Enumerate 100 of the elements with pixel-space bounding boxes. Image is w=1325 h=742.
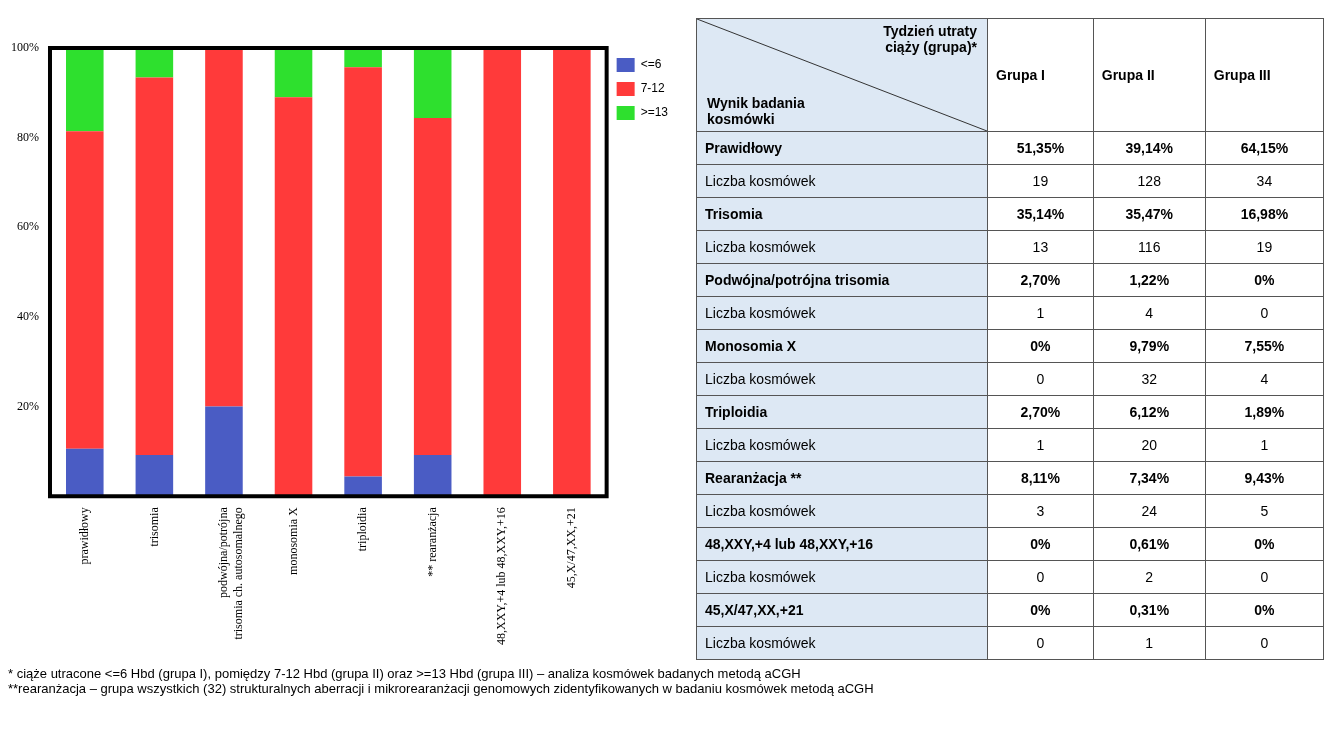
bar xyxy=(135,77,174,455)
text: 6,12% xyxy=(1129,404,1170,420)
text: 19 xyxy=(1256,239,1273,255)
category-label: Liczba kosmówek xyxy=(705,503,816,519)
text: 16,98% xyxy=(1240,206,1289,222)
text: 13 xyxy=(1032,239,1049,255)
text: 0 xyxy=(1260,569,1269,585)
category-label: Triploidia xyxy=(705,404,768,420)
legend-label: <=6 xyxy=(640,57,662,72)
text: 39,14% xyxy=(1125,140,1173,156)
text: 8,11% xyxy=(1020,470,1060,486)
text: 0 xyxy=(1036,635,1045,651)
text: 51,35% xyxy=(1016,140,1065,156)
text: 24 xyxy=(1141,503,1158,519)
legend-label: 7-12 xyxy=(640,81,665,96)
text: 2,70% xyxy=(1020,272,1061,288)
text: **rearanżacja – grupa wszystkich (32) strukturalnych aberracji i mikrorearanżacji genomowych zidentyfikowanych w badaniu kosmówek metodą aCGH xyxy=(8,681,875,696)
text: 0% xyxy=(1254,602,1275,618)
text: 9,43% xyxy=(1244,470,1285,486)
category-label: Prawidłowy xyxy=(705,140,783,156)
category-label: Liczba kosmówek xyxy=(705,569,816,585)
legend-label: >=13 xyxy=(640,105,669,120)
bar xyxy=(483,48,522,497)
x-tick-label: 45,X/47,XX,+21 xyxy=(564,507,578,589)
category-label: Podwójna/potrójna trisomia xyxy=(705,272,890,288)
y-tick-label: 100% xyxy=(11,40,39,55)
text: 34 xyxy=(1256,173,1273,189)
category-label: Liczba kosmówek xyxy=(705,305,816,321)
text: 1 xyxy=(1036,305,1045,321)
text: 0 xyxy=(1036,569,1045,585)
bar xyxy=(135,48,174,78)
text: 0% xyxy=(1030,602,1051,618)
category-label: Liczba kosmówek xyxy=(705,371,816,387)
text: 3 xyxy=(1036,503,1045,519)
y-tick-label: 40% xyxy=(17,309,39,324)
x-tick-label: trisomia xyxy=(146,506,161,547)
y-tick-label: 20% xyxy=(17,398,39,413)
text: 9,79% xyxy=(1129,338,1170,354)
x-tick-label: monosomia X xyxy=(285,506,300,575)
bar xyxy=(553,48,591,497)
x-tick-label: triploidia xyxy=(355,506,370,552)
category-label: Monosomia X xyxy=(705,338,797,354)
text: 1 xyxy=(1145,635,1154,651)
text: 1 xyxy=(1260,437,1269,453)
text: 0% xyxy=(1030,338,1051,354)
bar xyxy=(205,406,243,497)
category-label: Liczba kosmówek xyxy=(705,173,816,189)
category-label: Grupa I xyxy=(987,18,1094,132)
bar xyxy=(66,448,104,497)
y-tick-label: 80% xyxy=(17,129,39,144)
category-label: 45,X/47,XX,+21 xyxy=(705,602,804,618)
bar xyxy=(344,67,382,477)
bar xyxy=(274,48,313,98)
text: 20 xyxy=(1141,437,1158,453)
text: 0,31% xyxy=(1129,602,1170,618)
y-tick-label: 60% xyxy=(17,219,39,234)
text: 116 xyxy=(1138,239,1161,255)
text: 1,89% xyxy=(1244,404,1285,420)
bar xyxy=(413,48,452,118)
bar xyxy=(413,117,452,455)
text: Wynik badania kosmówki xyxy=(707,95,805,127)
x-tick-label: prawidłowy xyxy=(76,507,91,565)
text: 0% xyxy=(1254,272,1275,288)
x-tick-label: 48,XXY,+4 lub 48,XXY,+16 xyxy=(494,507,509,646)
category-label: Liczba kosmówek xyxy=(705,635,816,651)
text: 32 xyxy=(1141,371,1158,387)
text: 7,55% xyxy=(1244,338,1285,354)
bar xyxy=(205,48,243,407)
text: 0 xyxy=(1260,305,1269,321)
bar xyxy=(66,48,104,132)
text: Tydzień utraty ciąży (grupa)* xyxy=(883,23,977,55)
bar xyxy=(135,454,174,497)
text: 0% xyxy=(1030,536,1051,552)
bar xyxy=(413,454,452,497)
text: 35,47% xyxy=(1125,206,1173,222)
text: 7,34% xyxy=(1129,470,1170,486)
text: 35,14% xyxy=(1016,206,1065,222)
text: 2 xyxy=(1145,569,1154,585)
text: 2,70% xyxy=(1020,404,1061,420)
text: 0,61% xyxy=(1129,536,1170,552)
text: 0% xyxy=(1254,536,1275,552)
x-tick-label: ** rearanżacja xyxy=(424,506,439,577)
category-label: Rearanżacja ** xyxy=(705,470,802,486)
text: 19 xyxy=(1032,173,1049,189)
text: 5 xyxy=(1260,503,1269,519)
text: * ciąże utracone <=6 Hbd (grupa I), pomiędzy 7-12 Hbd (grupa II) oraz >=13 Hbd (grupa III) – analiza kosmówek badanych metodą aCGH xyxy=(8,666,802,681)
text: 1,22% xyxy=(1129,272,1170,288)
text: 0 xyxy=(1260,635,1269,651)
category-label: Trisomia xyxy=(705,206,763,222)
text: 0 xyxy=(1036,371,1045,387)
text: 128 xyxy=(1137,173,1161,189)
category-label: Liczba kosmówek xyxy=(705,239,816,255)
category-label: Grupa II xyxy=(1093,18,1206,132)
category-label: Grupa III xyxy=(1205,18,1324,132)
category-label: Liczba kosmówek xyxy=(705,437,816,453)
bar xyxy=(66,131,104,449)
text: 1 xyxy=(1036,437,1045,453)
text: 64,15% xyxy=(1240,140,1289,156)
text: 4 xyxy=(1260,371,1269,387)
bar xyxy=(274,97,313,497)
